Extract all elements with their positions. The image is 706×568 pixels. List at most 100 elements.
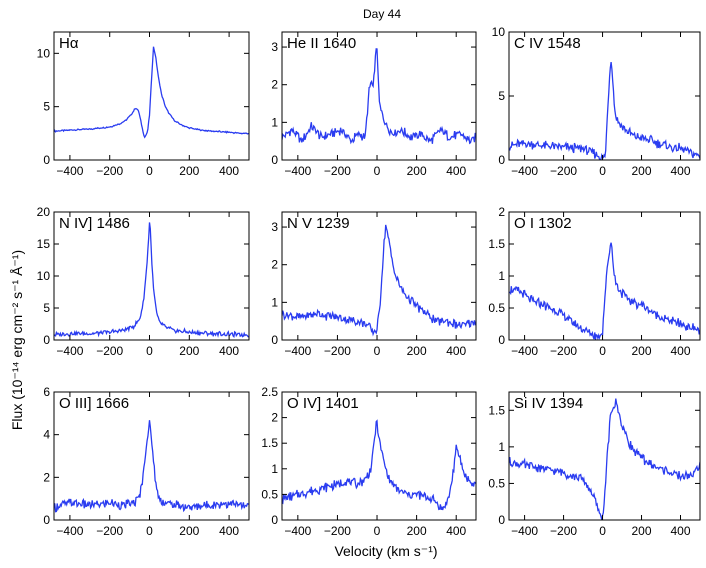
y-tick-label: 15 — [37, 237, 51, 251]
panel-frame — [508, 391, 701, 521]
x-tick-label: −200 — [550, 524, 577, 538]
x-tick-label: 0 — [146, 344, 153, 358]
x-tick-label: −200 — [96, 344, 123, 358]
x-tick-label: −200 — [324, 524, 351, 538]
spectrum-line — [509, 398, 700, 520]
x-tick-label: −400 — [511, 524, 538, 538]
x-tick-label: 0 — [146, 164, 153, 178]
x-tick-label: 400 — [670, 164, 690, 178]
y-tick-label: 0 — [271, 513, 278, 527]
y-tick-label: 0 — [498, 333, 505, 347]
y-tick-label: 1 — [498, 440, 505, 454]
panel-1: −400 −200 0 200 400 0 5 10 Hα — [37, 31, 250, 178]
spectrum-line — [509, 62, 700, 160]
x-tick-label: 400 — [446, 344, 466, 358]
panel-label: Si IV 1394 — [514, 395, 583, 412]
x-tick-label: 400 — [670, 344, 690, 358]
y-tick-label: 1.5 — [261, 436, 278, 450]
x-tick-label: 200 — [632, 164, 652, 178]
y-tick-label: 0 — [271, 333, 278, 347]
y-tick-label: 5 — [43, 100, 50, 114]
panel-5: −400 −200 0 200 400 0 1 2 3 N V 1239 — [271, 211, 477, 358]
spectrum-line — [54, 46, 249, 139]
panel-label: O IV] 1401 — [287, 395, 359, 412]
y-tick-label: 3 — [271, 220, 278, 234]
y-tick-label: 0 — [498, 153, 505, 167]
x-tick-label: 400 — [219, 524, 239, 538]
y-tick-label: 0.5 — [261, 487, 278, 501]
x-tick-label: −400 — [56, 524, 83, 538]
x-tick-label: 200 — [407, 524, 427, 538]
panel-9: −400 −200 0 200 400 0 0.5 1 1.5 Si IV 1394 — [488, 391, 701, 538]
y-tick-label: 2 — [43, 470, 50, 484]
x-tick-label: −200 — [550, 344, 577, 358]
x-tick-label: −200 — [324, 344, 351, 358]
panel-6: −400 −200 0 200 400 0 0.5 1 1.5 2 O I 1302 — [488, 205, 701, 358]
y-tick-label: 2 — [498, 205, 505, 219]
y-tick-label: 2 — [271, 411, 278, 425]
y-tick-label: 0 — [43, 333, 50, 347]
panel-label: N IV] 1486 — [59, 215, 130, 232]
y-tick-label: 0 — [271, 153, 278, 167]
x-tick-label: −400 — [511, 164, 538, 178]
x-tick-label: −200 — [550, 164, 577, 178]
panel-label: N V 1239 — [287, 215, 350, 232]
y-axis-label: Flux (10⁻¹⁴ erg cm⁻² s⁻¹ Å⁻¹) — [9, 250, 25, 430]
x-tick-label: 0 — [599, 344, 606, 358]
panel-frame — [281, 211, 477, 341]
panel-label: O III] 1666 — [59, 395, 129, 412]
x-tick-label: −200 — [96, 164, 123, 178]
y-tick-label: 2 — [271, 78, 278, 92]
panel-4: −400 −200 0 200 400 0 5 10 15 20 N IV] 1486 — [37, 205, 250, 358]
panel-frame — [281, 31, 477, 161]
x-tick-label: 400 — [446, 524, 466, 538]
panel-frame — [53, 31, 250, 161]
y-tick-label: 1 — [271, 115, 278, 129]
x-tick-label: 200 — [632, 344, 652, 358]
y-tick-label: 1.5 — [488, 403, 505, 417]
y-tick-label: 20 — [37, 205, 51, 219]
x-tick-label: −400 — [284, 524, 311, 538]
spectrum-line — [282, 419, 476, 511]
spectrum-line — [509, 242, 700, 340]
x-tick-label: 200 — [407, 164, 427, 178]
y-tick-label: 0 — [43, 513, 50, 527]
x-tick-label: 400 — [446, 164, 466, 178]
y-tick-label: 1 — [498, 269, 505, 283]
y-tick-label: 10 — [37, 269, 51, 283]
spectrum-line — [282, 224, 476, 337]
x-tick-label: 0 — [374, 524, 381, 538]
panel-7: −400 −200 0 200 400 0 2 4 6 O III] 1666 — [43, 385, 250, 538]
y-tick-label: 0.5 — [488, 476, 505, 490]
x-tick-label: −400 — [284, 344, 311, 358]
panel-2: −400 −200 0 200 400 0 1 2 3 He II 1640 — [271, 31, 477, 178]
x-tick-label: 0 — [374, 344, 381, 358]
panel-8: −400 −200 0 200 400 0 0.5 1 1.5 2 2.5 O IV] 1401 — [261, 385, 477, 538]
spectrum-line — [54, 420, 249, 513]
x-tick-label: 200 — [632, 524, 652, 538]
panel-label: C IV 1548 — [514, 35, 581, 52]
y-tick-label: 10 — [37, 46, 51, 60]
y-tick-label: 4 — [43, 428, 50, 442]
x-tick-label: −400 — [56, 164, 83, 178]
x-tick-label: 200 — [407, 344, 427, 358]
x-tick-label: 0 — [146, 524, 153, 538]
y-tick-label: 2.5 — [261, 385, 278, 399]
x-tick-label: 400 — [219, 164, 239, 178]
y-tick-label: 5 — [43, 301, 50, 315]
x-tick-label: −400 — [56, 344, 83, 358]
panel-label: He II 1640 — [287, 35, 356, 52]
x-tick-label: 200 — [179, 164, 199, 178]
figure-title: Day 44 — [363, 7, 401, 21]
y-tick-label: 1.5 — [488, 237, 505, 251]
y-tick-label: 0 — [43, 153, 50, 167]
x-tick-label: 200 — [179, 524, 199, 538]
x-tick-label: 200 — [179, 344, 199, 358]
panel-frame — [53, 391, 250, 521]
y-tick-label: 3 — [271, 40, 278, 54]
panel-label: Hα — [59, 35, 79, 52]
y-tick-label: 1 — [271, 462, 278, 476]
x-tick-label: 0 — [599, 524, 606, 538]
x-tick-label: −400 — [511, 344, 538, 358]
